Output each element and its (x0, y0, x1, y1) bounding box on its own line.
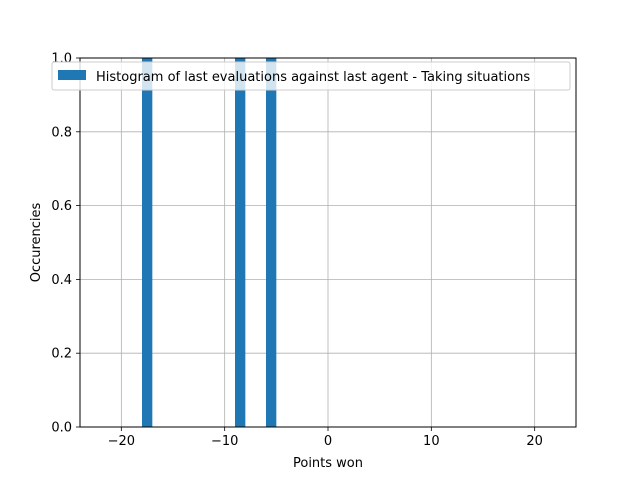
x-axis: −20 −10 0 10 20 (108, 427, 543, 449)
x-tick-label: −10 (211, 434, 238, 449)
legend-swatch (58, 70, 86, 80)
x-axis-label: Points won (293, 456, 363, 471)
x-tick-label: 10 (423, 434, 440, 449)
histogram-bar (142, 58, 153, 427)
y-tick-label: 0.8 (51, 125, 72, 140)
y-tick-label: 0.4 (51, 273, 72, 288)
legend-box (51, 61, 571, 91)
y-tick-label: 0.0 (51, 421, 72, 436)
y-tick-label: 0.6 (51, 199, 72, 214)
y-tick-label: 0.2 (51, 347, 72, 362)
x-tick-label: −20 (108, 434, 135, 449)
x-tick-label: 20 (526, 434, 543, 449)
x-tick-label: 0 (324, 434, 332, 449)
legend: Histogram of last evaluations against la… (51, 61, 571, 91)
y-axis-label: Occurencies (29, 202, 44, 282)
legend-label: Histogram of last evaluations against la… (96, 70, 530, 85)
y-axis: 0.00.20.40.60.81.0 (51, 52, 80, 436)
histogram-bar (235, 58, 246, 427)
bars (142, 58, 277, 427)
histogram-bar (266, 58, 277, 427)
